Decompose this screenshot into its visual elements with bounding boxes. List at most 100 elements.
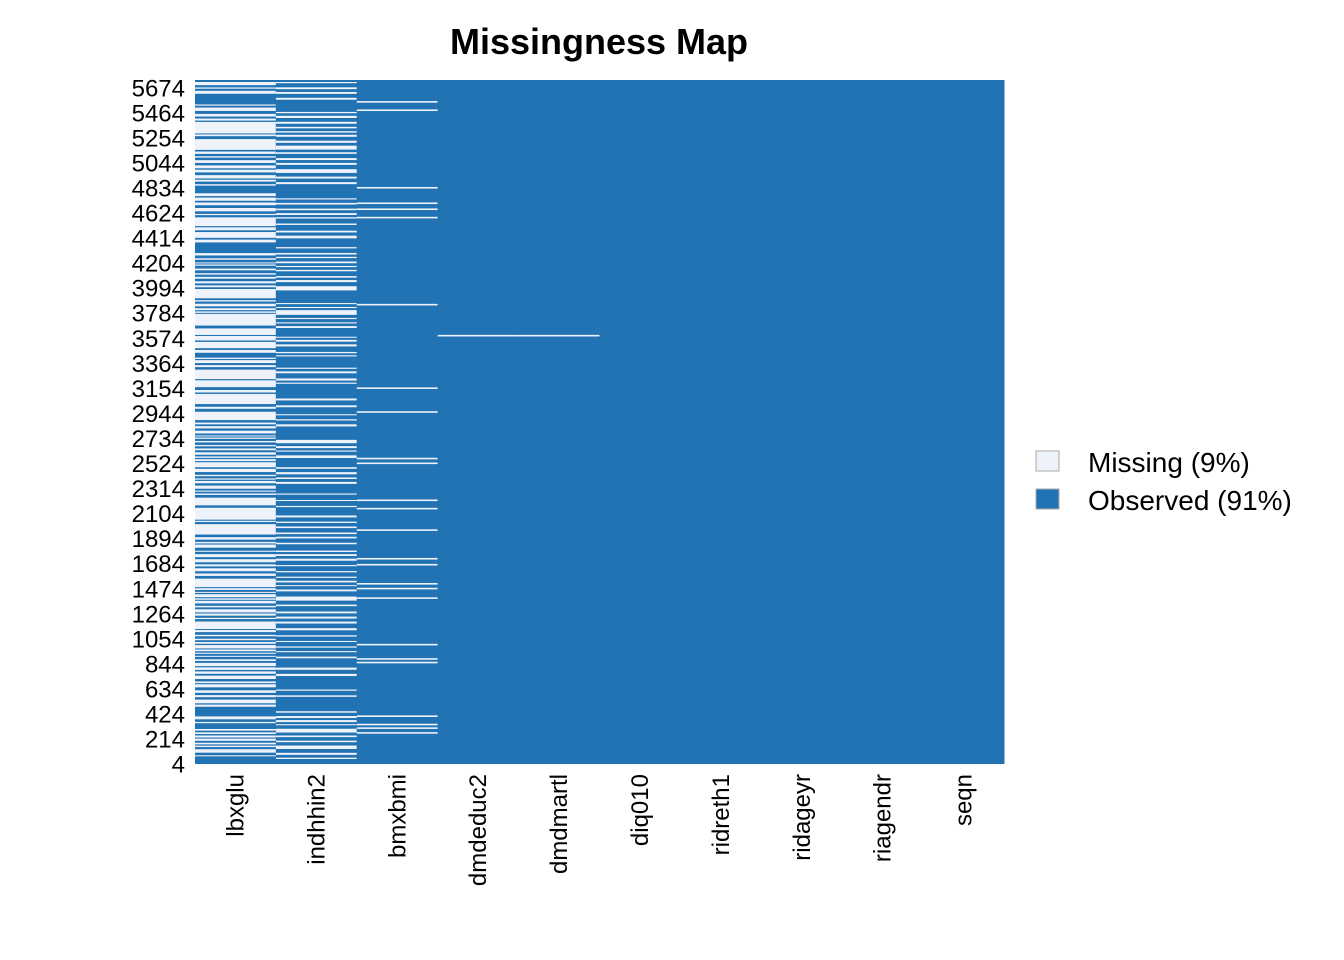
missing-indhhin2-54 xyxy=(275,424,357,427)
missing-bmxbmi-25 xyxy=(356,101,438,103)
missing-lbxglu-97 xyxy=(195,621,276,630)
missing-lbxglu-47 xyxy=(195,360,276,364)
missing-bmxbmi-2 xyxy=(356,723,438,726)
missing-bmxbmi-7 xyxy=(356,597,438,599)
missing-lbxglu-72 xyxy=(195,490,276,492)
missing-lbxglu-23 xyxy=(195,217,276,227)
missing-indhhin2-49 xyxy=(275,382,357,384)
missing-indhhin2-52 xyxy=(275,414,357,416)
missing-indhhin2-67 xyxy=(275,521,357,524)
missing-lbxglu-94 xyxy=(195,609,276,613)
missing-indhhin2-74 xyxy=(275,558,357,561)
missing-indhhin2-66 xyxy=(275,515,357,518)
missing-indhhin2-101 xyxy=(275,735,357,738)
missing-lbxglu-78 xyxy=(195,537,276,540)
missing-bmxbmi-19 xyxy=(356,303,438,306)
missing-indhhin2-94 xyxy=(275,689,357,691)
missing-lbxglu-65 xyxy=(195,459,276,462)
y-tick-3784: 3784 xyxy=(132,301,185,328)
missing-lbxglu-36 xyxy=(195,289,276,299)
missing-lbxglu-44 xyxy=(195,341,276,349)
legend-label-1: Observed (91%) xyxy=(1088,485,1292,516)
missing-lbxglu-41 xyxy=(195,313,276,326)
missing-indhhin2-26 xyxy=(275,247,357,249)
missing-bmxbmi-24 xyxy=(356,109,438,112)
missing-indhhin2-16 xyxy=(275,176,357,179)
missing-indhhin2-28 xyxy=(275,256,357,259)
cell-dmdmartl-observed xyxy=(518,80,600,764)
missing-indhhin2-87 xyxy=(275,635,357,637)
missing-indhhin2-61 xyxy=(275,477,357,480)
missing-indhhin2-81 xyxy=(275,596,357,601)
y-tick-4834: 4834 xyxy=(132,175,185,202)
missing-lbxglu-89 xyxy=(195,591,276,593)
y-tick-4: 4 xyxy=(172,752,185,779)
missing-indhhin2-29 xyxy=(275,261,357,264)
missing-bmxbmi-17 xyxy=(356,411,438,413)
x-tick-seqn: seqn xyxy=(951,774,978,826)
missing-lbxglu-121 xyxy=(195,735,276,738)
y-tick-5254: 5254 xyxy=(132,125,185,152)
y-tick-5044: 5044 xyxy=(132,150,185,177)
missing-lbxglu-17 xyxy=(195,184,276,186)
missing-indhhin2-1 xyxy=(275,87,357,90)
missing-indhhin2-36 xyxy=(275,306,357,309)
missing-indhhin2-79 xyxy=(275,585,357,587)
y-tick-1684: 1684 xyxy=(132,551,185,578)
missing-indhhin2-11 xyxy=(275,145,357,150)
missing-lbxglu-73 xyxy=(195,493,276,495)
missing-indhhin2-57 xyxy=(275,450,357,452)
missing-indhhin2-70 xyxy=(275,536,357,539)
missing-lbxglu-115 xyxy=(195,699,276,704)
missing-indhhin2-20 xyxy=(275,208,357,211)
missing-lbxglu-22 xyxy=(195,213,276,216)
missing-bmxbmi-3 xyxy=(356,715,438,717)
missing-indhhin2-73 xyxy=(275,554,357,556)
missing-bmxbmi-14 xyxy=(356,499,438,502)
missing-indhhin2-76 xyxy=(275,571,357,573)
missing-indhhin2-85 xyxy=(275,621,357,624)
missing-bmxbmi-5 xyxy=(356,658,438,660)
missing-lbxglu-68 xyxy=(195,474,276,477)
y-tick-1054: 1054 xyxy=(132,626,185,653)
missing-lbxglu-81 xyxy=(195,550,276,552)
missing-lbxglu-116 xyxy=(195,704,276,707)
y-tick-4624: 4624 xyxy=(132,201,185,228)
missing-lbxglu-60 xyxy=(195,440,276,443)
missing-dmdmartl-0 xyxy=(518,334,600,337)
missing-indhhin2-6 xyxy=(275,121,357,124)
missing-indhhin2-98 xyxy=(275,720,357,723)
missing-lbxglu-113 xyxy=(195,690,276,693)
missing-lbxglu-91 xyxy=(195,598,276,600)
missing-bmxbmi-8 xyxy=(356,587,438,590)
missing-lbxglu-35 xyxy=(195,285,276,288)
missing-lbxglu-88 xyxy=(195,588,276,590)
missing-lbxglu-75 xyxy=(195,507,276,520)
missing-indhhin2-3 xyxy=(275,97,357,100)
x-tick-ridageyr: ridageyr xyxy=(789,774,816,861)
missing-indhhin2-105 xyxy=(275,757,357,759)
missing-indhhin2-34 xyxy=(275,286,357,291)
missing-lbxglu-3 xyxy=(195,104,276,106)
missing-indhhin2-47 xyxy=(275,371,357,374)
missing-indhhin2-69 xyxy=(275,532,357,535)
missing-indhhin2-17 xyxy=(275,182,357,185)
y-tick-labels: 4214424634844105412641474168418942104231… xyxy=(132,75,185,778)
x-tick-indhhin2: indhhin2 xyxy=(303,774,330,865)
missing-lbxglu-85 xyxy=(195,568,276,572)
missing-lbxglu-49 xyxy=(195,369,276,380)
missing-indhhin2-84 xyxy=(275,616,357,619)
missing-indhhin2-77 xyxy=(275,576,357,578)
heatmap-cells xyxy=(195,80,1005,764)
x-tick-riagendr: riagendr xyxy=(870,774,897,862)
missing-indhhin2-82 xyxy=(275,604,357,607)
missing-indhhin2-21 xyxy=(275,213,357,215)
missing-indhhin2-12 xyxy=(275,152,357,154)
cell-lbxglu-observed xyxy=(195,80,277,764)
y-tick-424: 424 xyxy=(145,702,185,729)
y-tick-214: 214 xyxy=(145,727,185,754)
missing-lbxglu-25 xyxy=(195,232,276,238)
missing-indhhin2-63 xyxy=(275,493,357,495)
missing-indhhin2-58 xyxy=(275,455,357,458)
missing-lbxglu-16 xyxy=(195,179,276,182)
